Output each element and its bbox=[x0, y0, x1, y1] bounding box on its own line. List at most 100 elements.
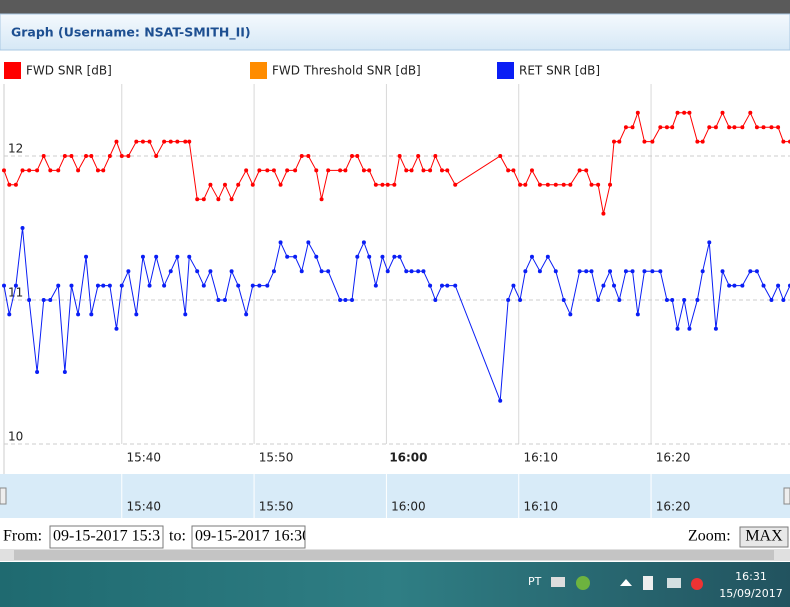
data-point bbox=[453, 283, 458, 288]
data-point bbox=[27, 298, 32, 302]
volume-icon[interactable] bbox=[691, 578, 703, 590]
y-tick-label: 12 bbox=[8, 142, 23, 156]
data-point bbox=[740, 125, 745, 130]
y-tick-label: 11 bbox=[8, 286, 23, 300]
from-input[interactable] bbox=[49, 525, 164, 549]
data-point bbox=[769, 125, 774, 130]
data-point bbox=[257, 168, 262, 173]
title-bar bbox=[0, 13, 790, 51]
data-point bbox=[754, 125, 759, 130]
data-point bbox=[545, 254, 550, 259]
data-point bbox=[385, 182, 390, 187]
data-point bbox=[216, 298, 221, 302]
scroll-thumb[interactable] bbox=[14, 550, 774, 560]
device-icon[interactable] bbox=[643, 576, 653, 590]
data-point bbox=[244, 312, 249, 317]
zoom-label: Zoom: bbox=[688, 528, 731, 545]
data-point bbox=[635, 312, 640, 317]
data-point bbox=[568, 312, 573, 317]
data-point bbox=[720, 110, 725, 115]
data-point bbox=[48, 168, 53, 173]
data-point bbox=[664, 125, 669, 130]
data-point bbox=[95, 168, 100, 173]
data-point bbox=[630, 269, 635, 274]
data-point bbox=[2, 283, 6, 288]
data-point bbox=[577, 269, 582, 274]
navigator-handle[interactable] bbox=[0, 487, 7, 505]
data-point bbox=[250, 283, 255, 288]
data-point bbox=[781, 139, 786, 144]
data-point bbox=[236, 283, 241, 288]
data-point bbox=[421, 168, 426, 173]
data-point bbox=[754, 269, 759, 274]
data-point bbox=[69, 283, 74, 288]
data-point bbox=[299, 269, 304, 274]
navigator-tick-label: 15:50 bbox=[259, 500, 294, 514]
data-point bbox=[76, 168, 81, 173]
zoom-max-button[interactable] bbox=[739, 526, 789, 548]
signal-icon[interactable] bbox=[667, 578, 681, 588]
data-point bbox=[187, 139, 192, 144]
data-point bbox=[433, 154, 438, 158]
legend-swatch bbox=[4, 62, 21, 79]
data-point bbox=[2, 168, 6, 173]
data-point bbox=[126, 154, 131, 158]
data-point bbox=[529, 254, 534, 259]
data-point bbox=[416, 269, 421, 274]
data-point bbox=[13, 283, 18, 288]
data-point bbox=[187, 254, 192, 259]
data-point bbox=[134, 312, 139, 317]
data-point bbox=[518, 182, 523, 187]
data-point bbox=[373, 283, 378, 288]
network-icon[interactable] bbox=[576, 576, 590, 590]
data-point bbox=[380, 182, 385, 187]
data-point bbox=[670, 125, 675, 130]
data-point bbox=[271, 168, 276, 173]
data-point bbox=[380, 254, 385, 259]
data-point bbox=[642, 269, 647, 274]
language[interactable]: PT bbox=[528, 575, 542, 588]
x-tick-label: 16:10 bbox=[523, 451, 558, 465]
data-point bbox=[498, 154, 503, 158]
navigator-tick-label: 16:20 bbox=[656, 500, 691, 514]
data-point bbox=[397, 154, 402, 158]
data-point bbox=[41, 298, 46, 302]
data-point bbox=[584, 269, 589, 274]
data-point bbox=[439, 168, 444, 173]
data-point bbox=[338, 168, 343, 173]
data-point bbox=[523, 269, 528, 274]
x-tick-label: 16:20 bbox=[656, 451, 691, 465]
data-point bbox=[257, 283, 262, 288]
legend-label: RET SNR [dB] bbox=[519, 64, 600, 78]
keyboard-icon[interactable] bbox=[551, 577, 565, 587]
data-point bbox=[56, 168, 61, 173]
data-point bbox=[89, 312, 94, 317]
data-point bbox=[713, 326, 718, 331]
window-title: Graph (Username: NSAT-SMITH_II) bbox=[11, 25, 251, 41]
data-point bbox=[278, 240, 283, 245]
data-point bbox=[222, 298, 227, 302]
data-point bbox=[271, 269, 276, 274]
data-point bbox=[114, 326, 119, 331]
data-point bbox=[687, 326, 692, 331]
to-input[interactable] bbox=[191, 525, 306, 549]
zoom-max-label: MAX bbox=[745, 528, 783, 545]
data-point bbox=[397, 254, 402, 259]
data-point bbox=[421, 269, 426, 274]
data-point bbox=[650, 269, 655, 274]
clock-date: 15/09/2017 bbox=[719, 587, 782, 600]
data-point bbox=[682, 110, 687, 115]
data-point bbox=[623, 269, 628, 274]
data-point bbox=[612, 139, 617, 144]
taskbar bbox=[0, 562, 790, 607]
navigator-handle[interactable] bbox=[783, 487, 790, 505]
data-point bbox=[89, 154, 94, 158]
data-point bbox=[642, 139, 647, 144]
data-point bbox=[373, 182, 378, 187]
data-point bbox=[523, 182, 528, 187]
data-point bbox=[506, 298, 511, 302]
data-point bbox=[748, 269, 753, 274]
data-point bbox=[13, 182, 18, 187]
show-hidden-icons[interactable] bbox=[620, 579, 632, 586]
data-point bbox=[409, 168, 414, 173]
